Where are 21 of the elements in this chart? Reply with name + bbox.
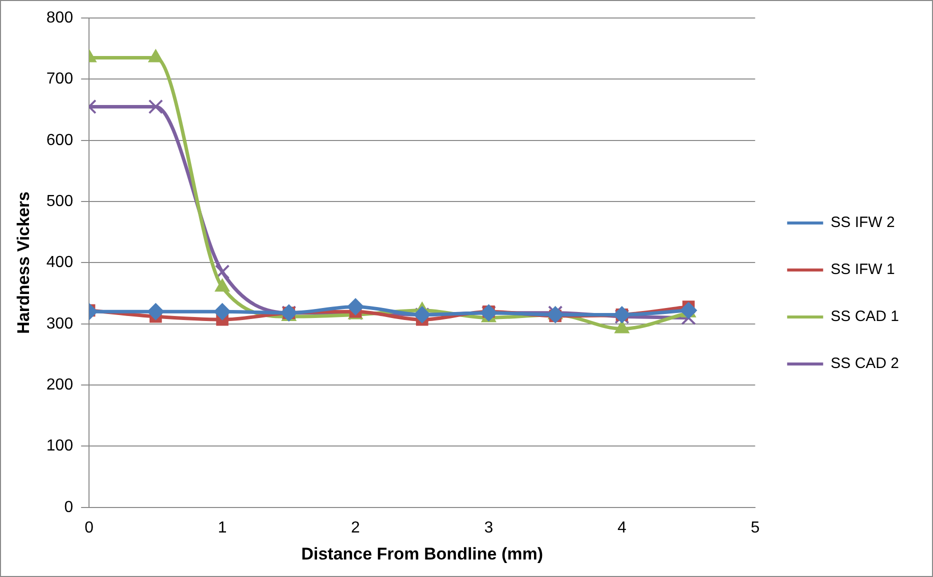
x-tick-label: 1 xyxy=(218,519,227,536)
y-tick-label: 300 xyxy=(46,315,74,332)
x-tick-label: 3 xyxy=(484,519,494,536)
x-tick-label: 4 xyxy=(617,519,626,536)
y-tick-label: 700 xyxy=(46,70,74,88)
y-axis-title: Hardness Vickers xyxy=(14,191,33,334)
legend-label: SS CAD 2 xyxy=(830,355,899,372)
y-tick-label: 200 xyxy=(46,376,74,394)
x-axis-title: Distance From Bondline (mm) xyxy=(301,544,544,564)
y-tick-label: 100 xyxy=(46,438,74,455)
x-tick-label: 2 xyxy=(351,519,360,536)
y-tick-label: 0 xyxy=(64,498,74,516)
y-tick-label: 500 xyxy=(46,192,74,210)
y-tick-label: 800 xyxy=(46,9,74,26)
legend-label: SS IFW 2 xyxy=(830,214,895,232)
x-tick-label: 0 xyxy=(84,519,94,536)
y-tick-label: 600 xyxy=(46,132,74,149)
legend-label: SS CAD 1 xyxy=(830,308,899,326)
y-tick-label: 400 xyxy=(46,254,74,272)
legend-label: SS IFW 1 xyxy=(830,261,895,278)
x-tick-label: 5 xyxy=(750,519,760,536)
